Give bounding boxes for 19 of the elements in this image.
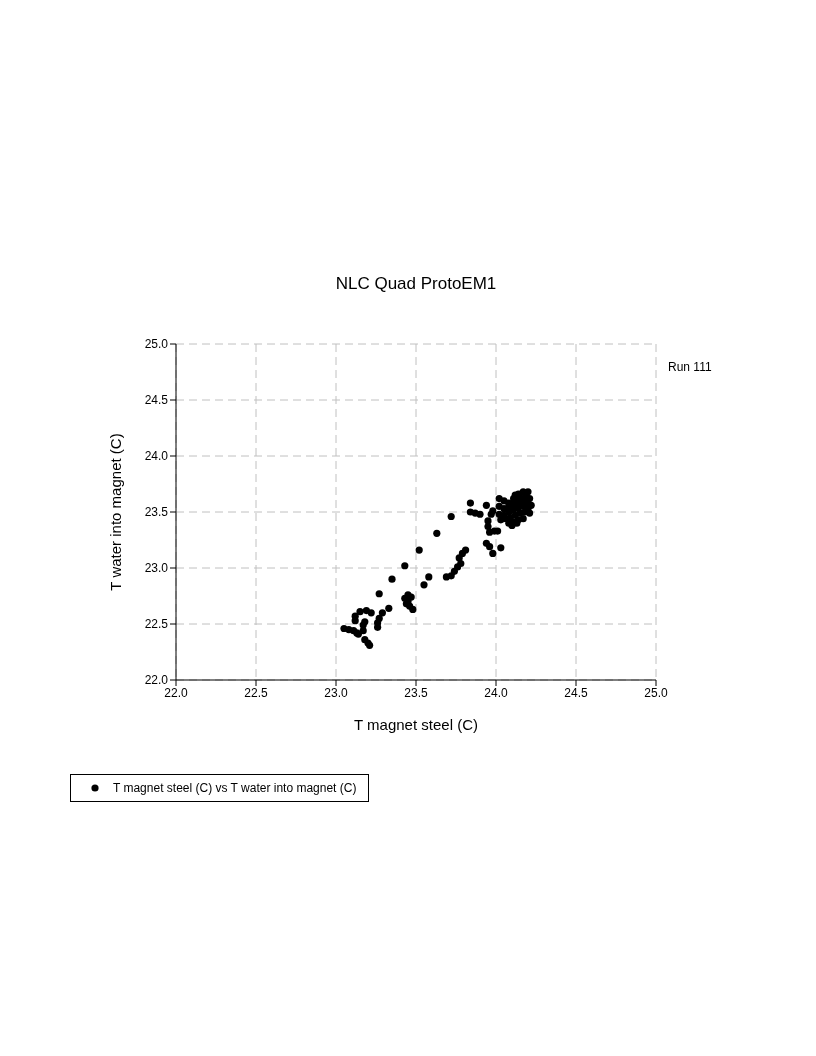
y-tick-label: 24.5 bbox=[144, 393, 169, 408]
y-tick-label: 23.5 bbox=[144, 505, 169, 520]
x-axis-title: T magnet steel (C) bbox=[354, 716, 478, 733]
x-tick-label: 23.5 bbox=[404, 685, 428, 700]
x-tick-label: 22.5 bbox=[244, 685, 268, 700]
y-tick-label: 25.0 bbox=[144, 337, 169, 352]
chart-title: NLC Quad ProtoEM1 bbox=[334, 274, 498, 294]
y-tick-label: 23.0 bbox=[144, 561, 169, 576]
legend-label: T magnet steel (C) vs T water into magnet (C) bbox=[113, 781, 357, 795]
y-tick-label: 22.5 bbox=[144, 617, 169, 632]
y-axis-title: T water into magnet (C) bbox=[107, 433, 125, 591]
x-tick-label: 25.0 bbox=[644, 685, 668, 700]
text: Run 111 bbox=[668, 360, 712, 374]
x-tick-label: 23.0 bbox=[324, 685, 348, 700]
x-tick-label: 24.5 bbox=[564, 685, 588, 700]
x-tick-label: 22.0 bbox=[164, 685, 188, 700]
y-tick-label: 24.0 bbox=[144, 449, 169, 464]
x-tick-label: 24.0 bbox=[484, 685, 508, 700]
y-tick-label: 22.0 bbox=[144, 673, 169, 688]
